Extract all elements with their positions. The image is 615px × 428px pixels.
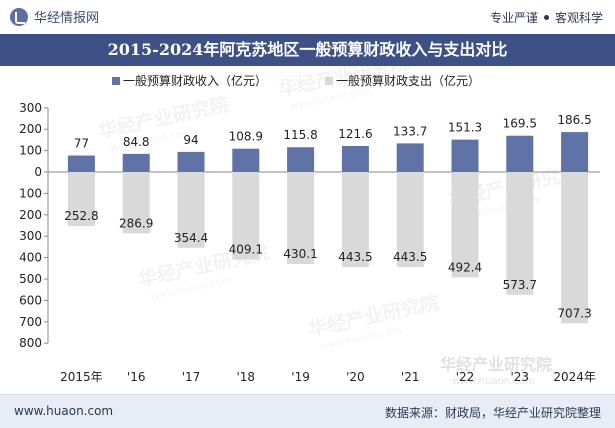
data-label-income: 186.5 (557, 113, 591, 127)
huajing-logo-icon (10, 7, 28, 26)
data-label-expense: 252.8 (64, 209, 98, 223)
legend-label-income: 一般预算财政收入（亿元） (123, 73, 267, 88)
bar-expense (506, 172, 534, 295)
slogan: 专业严谨 客观科学 (490, 9, 603, 26)
footer-source: 数据来源：财政局，华经产业研究院整理 (384, 406, 601, 420)
footer-website[interactable]: www.huaon.com (14, 404, 114, 418)
data-label-income: 84.8 (123, 135, 150, 149)
y-tick-label: 100 (19, 186, 42, 200)
title-bar: 2015-2024年阿克苏地区一般预算财政收入与支出对比 (0, 34, 615, 66)
data-label-expense: 492.4 (448, 260, 482, 274)
bar-expense (67, 172, 95, 227)
bar-income (451, 139, 479, 172)
bar-expense (396, 172, 424, 267)
x-tick-label: '21 (401, 370, 420, 384)
data-label-expense: 286.9 (119, 216, 153, 230)
watermark-url: www.huaon.com (452, 376, 535, 387)
bar-income (67, 155, 95, 172)
y-tick-label: 800 (19, 336, 42, 350)
x-tick-label: '16 (127, 370, 146, 384)
data-label-income: 121.6 (338, 127, 372, 141)
data-label-expense: 443.5 (338, 250, 372, 264)
y-tick-label: 700 (19, 315, 42, 329)
y-tick-label: 500 (19, 272, 42, 286)
bar-expense (561, 172, 589, 324)
bullet-dot-icon (543, 15, 549, 20)
data-label-expense: 443.5 (393, 250, 427, 264)
x-tick-label: 2015年 (60, 370, 103, 384)
y-tick-label: 400 (19, 251, 42, 265)
data-label-income: 77 (74, 137, 89, 151)
data-label-expense: 354.4 (174, 231, 208, 245)
chart-area: 华经产业研究院www.huaon.com华经产业研究院www.huaon.com… (19, 66, 600, 387)
legend-swatch-expense (325, 77, 333, 85)
data-label-income: 169.5 (503, 117, 537, 131)
data-label-income: 94 (183, 133, 198, 147)
x-tick-label: '17 (182, 370, 201, 384)
legend-swatch-income (112, 77, 120, 85)
bar-income (122, 153, 150, 172)
x-tick-label: '20 (346, 370, 365, 384)
x-tick-label: 2024年 (553, 370, 596, 384)
data-label-expense: 707.3 (557, 306, 591, 320)
bar-income (232, 148, 260, 172)
logo[interactable]: 华经情报网 (10, 7, 99, 26)
x-tick-label: '23 (511, 370, 530, 384)
data-label-expense: 430.1 (283, 247, 317, 261)
data-label-income: 133.7 (393, 124, 427, 138)
slogan-right: 客观科学 (554, 11, 603, 25)
y-tick-label: 300 (19, 229, 42, 243)
bar-income (177, 151, 205, 172)
bar-expense (341, 172, 369, 267)
legend-label-expense: 一般预算财政支出（亿元） (336, 73, 480, 88)
x-tick-label: '19 (291, 370, 310, 384)
y-tick-label: 600 (19, 293, 42, 307)
data-label-expense: 573.7 (503, 278, 537, 292)
top-bar: 华经情报网 专业严谨 客观科学 (0, 0, 615, 34)
data-label-expense: 409.1 (229, 243, 263, 257)
bar-expense (451, 172, 479, 278)
data-label-income: 108.9 (229, 130, 263, 144)
y-tick-label: 100 (19, 144, 42, 158)
x-tick-label: '22 (456, 370, 475, 384)
y-tick-label: 200 (19, 208, 42, 222)
slogan-left: 专业严谨 (489, 11, 538, 25)
watermark-text: 华经产业研究院 (440, 355, 552, 374)
bar-income (396, 143, 424, 172)
bar-expense (287, 172, 315, 265)
data-label-income: 115.8 (283, 128, 317, 142)
data-label-income: 151.3 (448, 121, 482, 135)
bar-income (341, 145, 369, 172)
bar-income (506, 135, 534, 172)
bar-income (287, 147, 315, 172)
bar-income (561, 132, 589, 172)
bar-expense (177, 172, 205, 248)
footer: www.huaon.com 数据来源：财政局，华经产业研究院整理 (0, 394, 615, 428)
logo-text: 华经情报网 (34, 11, 100, 26)
bar-expense (122, 172, 150, 234)
y-tick-label: 200 (19, 122, 42, 136)
chart-title: 2015-2024年阿克苏地区一般预算财政收入与支出对比 (107, 40, 508, 59)
bar-expense (232, 172, 260, 260)
x-tick-label: '18 (237, 370, 256, 384)
y-tick-label: 0 (34, 165, 42, 179)
y-tick-label: 300 (19, 101, 42, 115)
